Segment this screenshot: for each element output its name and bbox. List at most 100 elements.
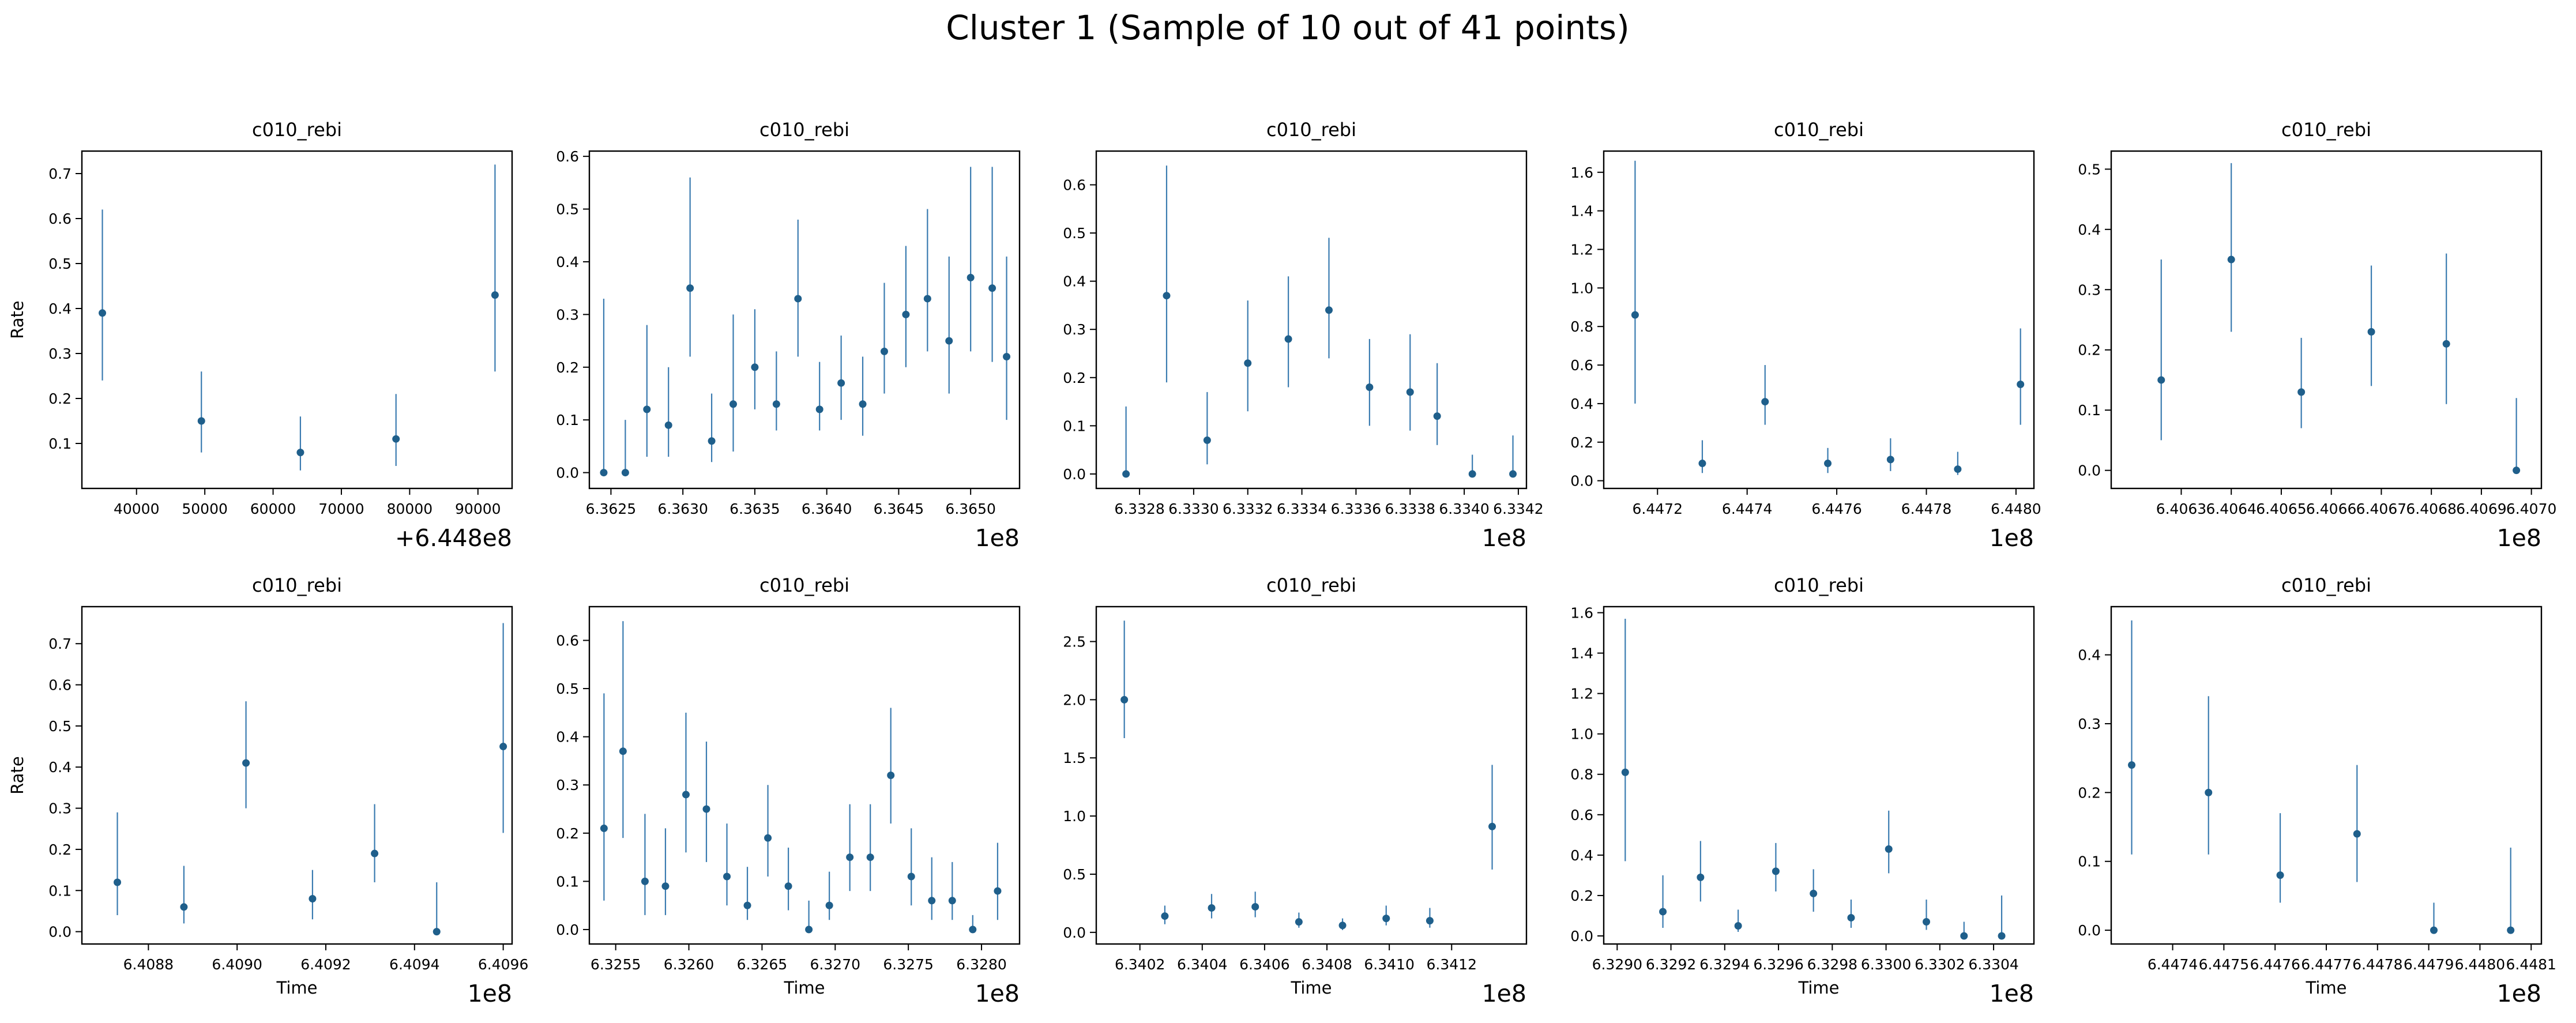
data-point (1433, 412, 1441, 420)
data-point (643, 405, 651, 413)
y-tick-label: 0.0 (1063, 924, 1086, 941)
data-point (682, 791, 690, 799)
data-point (772, 400, 780, 408)
data-point (1954, 465, 1962, 473)
y-tick-label: 1.0 (1570, 280, 1593, 296)
x-tick-label: 6.3302 (1915, 956, 1965, 973)
data-point (371, 849, 379, 857)
x-tick-label: 6.3330 (1168, 501, 1219, 517)
x-tick-label: 6.4090 (212, 956, 262, 973)
panel-title: c010_rebi (2281, 574, 2371, 596)
data-point (686, 284, 694, 292)
y-tick-label: 1.6 (1570, 605, 1593, 622)
data-point (2513, 467, 2521, 475)
y-tick-label: 0.4 (556, 729, 579, 746)
data-point (491, 291, 499, 299)
x-tick-label: 6.4063 (2156, 501, 2206, 517)
y-tick-label: 0.6 (48, 210, 72, 227)
x-tick-label: 6.3630 (657, 501, 708, 517)
data-point (1847, 913, 1855, 922)
y-tick-label: 0.6 (556, 148, 579, 165)
x-offset-text: 1e8 (468, 980, 512, 1007)
y-tick-label: 0.5 (48, 255, 72, 272)
data-point (664, 421, 672, 429)
chart-panel-2: c010_rebi 0.0 0.1 0.2 0.3 0.4 0.5 0.6 6.3625 6.36… (556, 119, 1021, 552)
y-tick-label: 0.2 (48, 841, 72, 858)
x-tick-label: 60000 (250, 501, 296, 517)
y-tick-label: 0.0 (2078, 462, 2101, 479)
data-point (180, 903, 188, 911)
y-tick-label: 0.7 (48, 166, 72, 182)
data-point (600, 469, 608, 477)
data-point (1960, 932, 1968, 940)
data-point (948, 897, 956, 905)
y-tick-label: 2.5 (1063, 634, 1086, 650)
x-tick-label: 6.4480 (2455, 956, 2505, 973)
data-point (1120, 695, 1129, 704)
y-tick-label: 0.1 (556, 873, 579, 890)
x-offset-text: 1e8 (975, 980, 1020, 1007)
data-point (988, 284, 996, 292)
x-tick-label: 6.3640 (802, 501, 852, 517)
x-offset-text: 1e8 (1990, 980, 2034, 1007)
data-point (967, 273, 975, 281)
data-point (392, 435, 400, 443)
y-tick-label: 0.8 (1570, 766, 1593, 783)
data-point (1161, 912, 1169, 920)
x-tick-label: 6.3298 (1807, 956, 1857, 973)
x-offset-text: 1e8 (1990, 524, 2034, 552)
panel-title: c010_rebi (252, 119, 342, 141)
data-point (296, 449, 304, 457)
data-point (197, 417, 205, 425)
x-tick-label: 6.3410 (1364, 956, 1414, 973)
y-tick-label: 0.4 (1570, 847, 1593, 864)
x-tick-label: 6.4065 (2256, 501, 2306, 517)
panel-title: c010_rebi (759, 574, 849, 596)
data-point (2297, 388, 2306, 396)
x-tick-label: 6.3645 (874, 501, 924, 517)
y-tick-label: 0.3 (48, 800, 72, 817)
data-point (2442, 340, 2450, 348)
y-tick-label: 0.2 (556, 825, 579, 842)
data-point (815, 405, 823, 413)
x-tick-label: 6.3412 (1427, 956, 1477, 973)
data-point (866, 853, 874, 862)
data-point (1163, 292, 1171, 300)
y-tick-label: 0.5 (556, 201, 579, 218)
y-tick-label: 0.4 (556, 254, 579, 270)
data-point (1284, 335, 1292, 343)
y-tick-label: 1.0 (1063, 808, 1086, 825)
y-tick-label: 0.0 (48, 924, 72, 941)
x-tick-label: 6.4474 (2148, 956, 2198, 973)
y-tick-label: 0.2 (556, 359, 579, 376)
data-point (702, 805, 710, 813)
x-tick-label: 6.3260 (664, 956, 714, 973)
axes-frame (588, 150, 1021, 490)
data-point (723, 872, 731, 881)
data-point (1923, 917, 1930, 926)
y-tick-label: 0.0 (556, 922, 579, 938)
y-axis-label: Rate (7, 300, 27, 339)
y-tick-label: 0.6 (1570, 357, 1593, 374)
y-tick-label: 0.6 (48, 677, 72, 694)
data-point (1761, 398, 1769, 406)
data-point (499, 743, 507, 751)
data-point (600, 824, 608, 832)
axes-frame (1603, 605, 2035, 945)
y-tick-label: 0.3 (1063, 321, 1086, 338)
data-point (994, 887, 1002, 895)
panel-title: c010_rebi (1774, 119, 1864, 141)
x-tick-label: 6.3290 (1592, 956, 1642, 973)
axes-frame (81, 150, 513, 490)
axes-frame (1095, 605, 1528, 945)
data-point (242, 759, 250, 767)
x-tick-label: 6.3340 (1439, 501, 1489, 517)
x-tick-label: 6.3336 (1331, 501, 1381, 517)
data-point (1885, 845, 1893, 853)
data-point (309, 895, 317, 903)
panel-title: c010_rebi (1774, 574, 1864, 596)
x-tick-label: 6.4064 (2206, 501, 2256, 517)
data-point (2430, 926, 2438, 934)
y-tick-label: 0.3 (556, 777, 579, 793)
data-point (1698, 460, 1706, 468)
